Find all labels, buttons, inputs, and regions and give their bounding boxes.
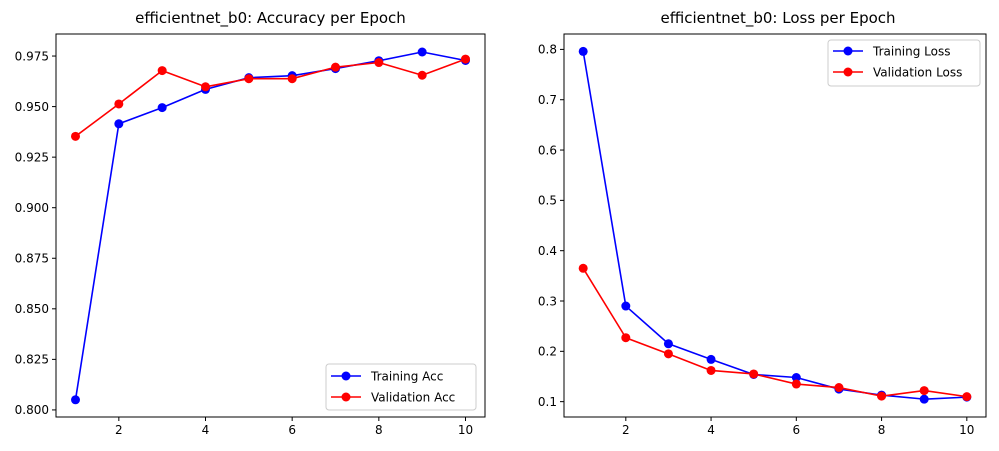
data-point-validation-acc xyxy=(114,99,124,109)
y-tick-label: 0.825 xyxy=(15,353,49,367)
legend: Training Loss Validation Loss xyxy=(827,39,981,87)
y-tick-label: 0.950 xyxy=(15,100,49,114)
x-tick-label: 4 xyxy=(707,423,715,437)
y-tick-label: 0.850 xyxy=(15,302,49,316)
data-point-validation-loss xyxy=(621,333,631,343)
legend-marker-training-loss xyxy=(843,46,853,56)
data-point-validation-acc xyxy=(201,82,210,92)
chart-title: efficientnet_b0: Accuracy per Epoch xyxy=(135,9,406,28)
data-point-validation-loss xyxy=(706,365,716,375)
data-point-validation-acc xyxy=(287,74,297,84)
data-point-validation-acc xyxy=(417,70,427,80)
data-point-validation-acc xyxy=(374,58,384,68)
legend-box xyxy=(827,39,981,87)
x-tick-label: 10 xyxy=(959,423,974,437)
series-line-validation-acc xyxy=(75,58,466,137)
data-point-training-loss xyxy=(663,339,673,349)
y-tick-label: 0.875 xyxy=(15,252,49,266)
legend-marker-validation-loss xyxy=(843,67,853,77)
data-point-validation-acc xyxy=(157,66,167,76)
x-tick-label: 8 xyxy=(375,423,383,437)
x-tick-label: 8 xyxy=(878,423,886,437)
data-point-validation-acc xyxy=(331,62,340,72)
y-tick-label: 0.800 xyxy=(15,403,49,417)
data-point-validation-acc xyxy=(71,131,80,141)
data-point-validation-acc xyxy=(461,54,470,64)
legend-label-training-acc: Training Acc xyxy=(370,370,443,384)
legend-marker-training-acc xyxy=(341,371,351,381)
y-tick-label: 0.975 xyxy=(15,49,49,63)
data-point-training-loss xyxy=(621,301,631,311)
chart-title: efficientnet_b0: Loss per Epoch xyxy=(660,9,895,28)
y-tick-label: 0.7 xyxy=(538,93,557,107)
data-point-training-acc xyxy=(71,395,80,405)
legend-label-validation-acc: Validation Acc xyxy=(371,391,455,405)
data-point-training-loss xyxy=(919,394,929,404)
y-tick-label: 0.4 xyxy=(538,244,557,258)
legend-label-validation-loss: Validation Loss xyxy=(873,66,962,80)
y-tick-label: 0.3 xyxy=(538,294,557,308)
y-tick-label: 0.5 xyxy=(538,194,557,208)
legend-label-training-loss: Training Loss xyxy=(872,45,950,59)
data-point-validation-loss xyxy=(919,386,929,396)
y-tick-label: 0.6 xyxy=(538,143,557,157)
data-point-validation-loss xyxy=(877,391,887,401)
data-point-training-acc xyxy=(417,47,427,57)
legend-box xyxy=(325,363,477,411)
x-tick-label: 10 xyxy=(458,423,473,437)
data-point-training-loss xyxy=(706,354,716,364)
x-tick-label: 6 xyxy=(288,423,296,437)
data-point-training-loss xyxy=(578,46,588,56)
y-tick-label: 0.900 xyxy=(15,201,49,215)
y-tick-label: 0.1 xyxy=(538,395,557,409)
data-point-validation-loss xyxy=(962,392,972,402)
data-point-training-acc xyxy=(114,119,124,129)
x-tick-label: 6 xyxy=(792,423,800,437)
legend: Training Acc Validation Acc xyxy=(325,363,477,411)
series-line-training-acc xyxy=(74,51,466,400)
data-point-validation-acc xyxy=(244,74,254,84)
plot-area xyxy=(563,33,987,418)
data-point-validation-loss xyxy=(749,369,759,379)
data-point-training-acc xyxy=(157,103,167,113)
plot-area xyxy=(55,33,486,418)
legend-marker-validation-acc xyxy=(341,392,351,402)
x-tick-label: 2 xyxy=(115,423,123,437)
series-line-training-loss xyxy=(582,51,967,400)
x-tick-label: 4 xyxy=(202,423,210,437)
y-tick-label: 0.8 xyxy=(538,43,557,57)
series-line-validation-loss xyxy=(582,267,967,398)
data-point-validation-loss xyxy=(834,383,844,393)
data-point-validation-loss xyxy=(791,379,801,389)
y-tick-label: 0.925 xyxy=(15,150,49,164)
data-point-validation-loss xyxy=(578,263,588,273)
loss-chart: efficientnet_b0: Loss per Epoch 2 4 6 8 10 0.… xyxy=(538,9,987,437)
data-point-training-loss xyxy=(791,372,801,382)
x-tick-label: 2 xyxy=(622,423,630,437)
data-point-validation-loss xyxy=(663,349,673,359)
y-tick-label: 0.2 xyxy=(538,345,557,359)
accuracy-chart: efficientnet_b0: Accuracy per Epoch 2 4 6 8… xyxy=(15,9,486,437)
